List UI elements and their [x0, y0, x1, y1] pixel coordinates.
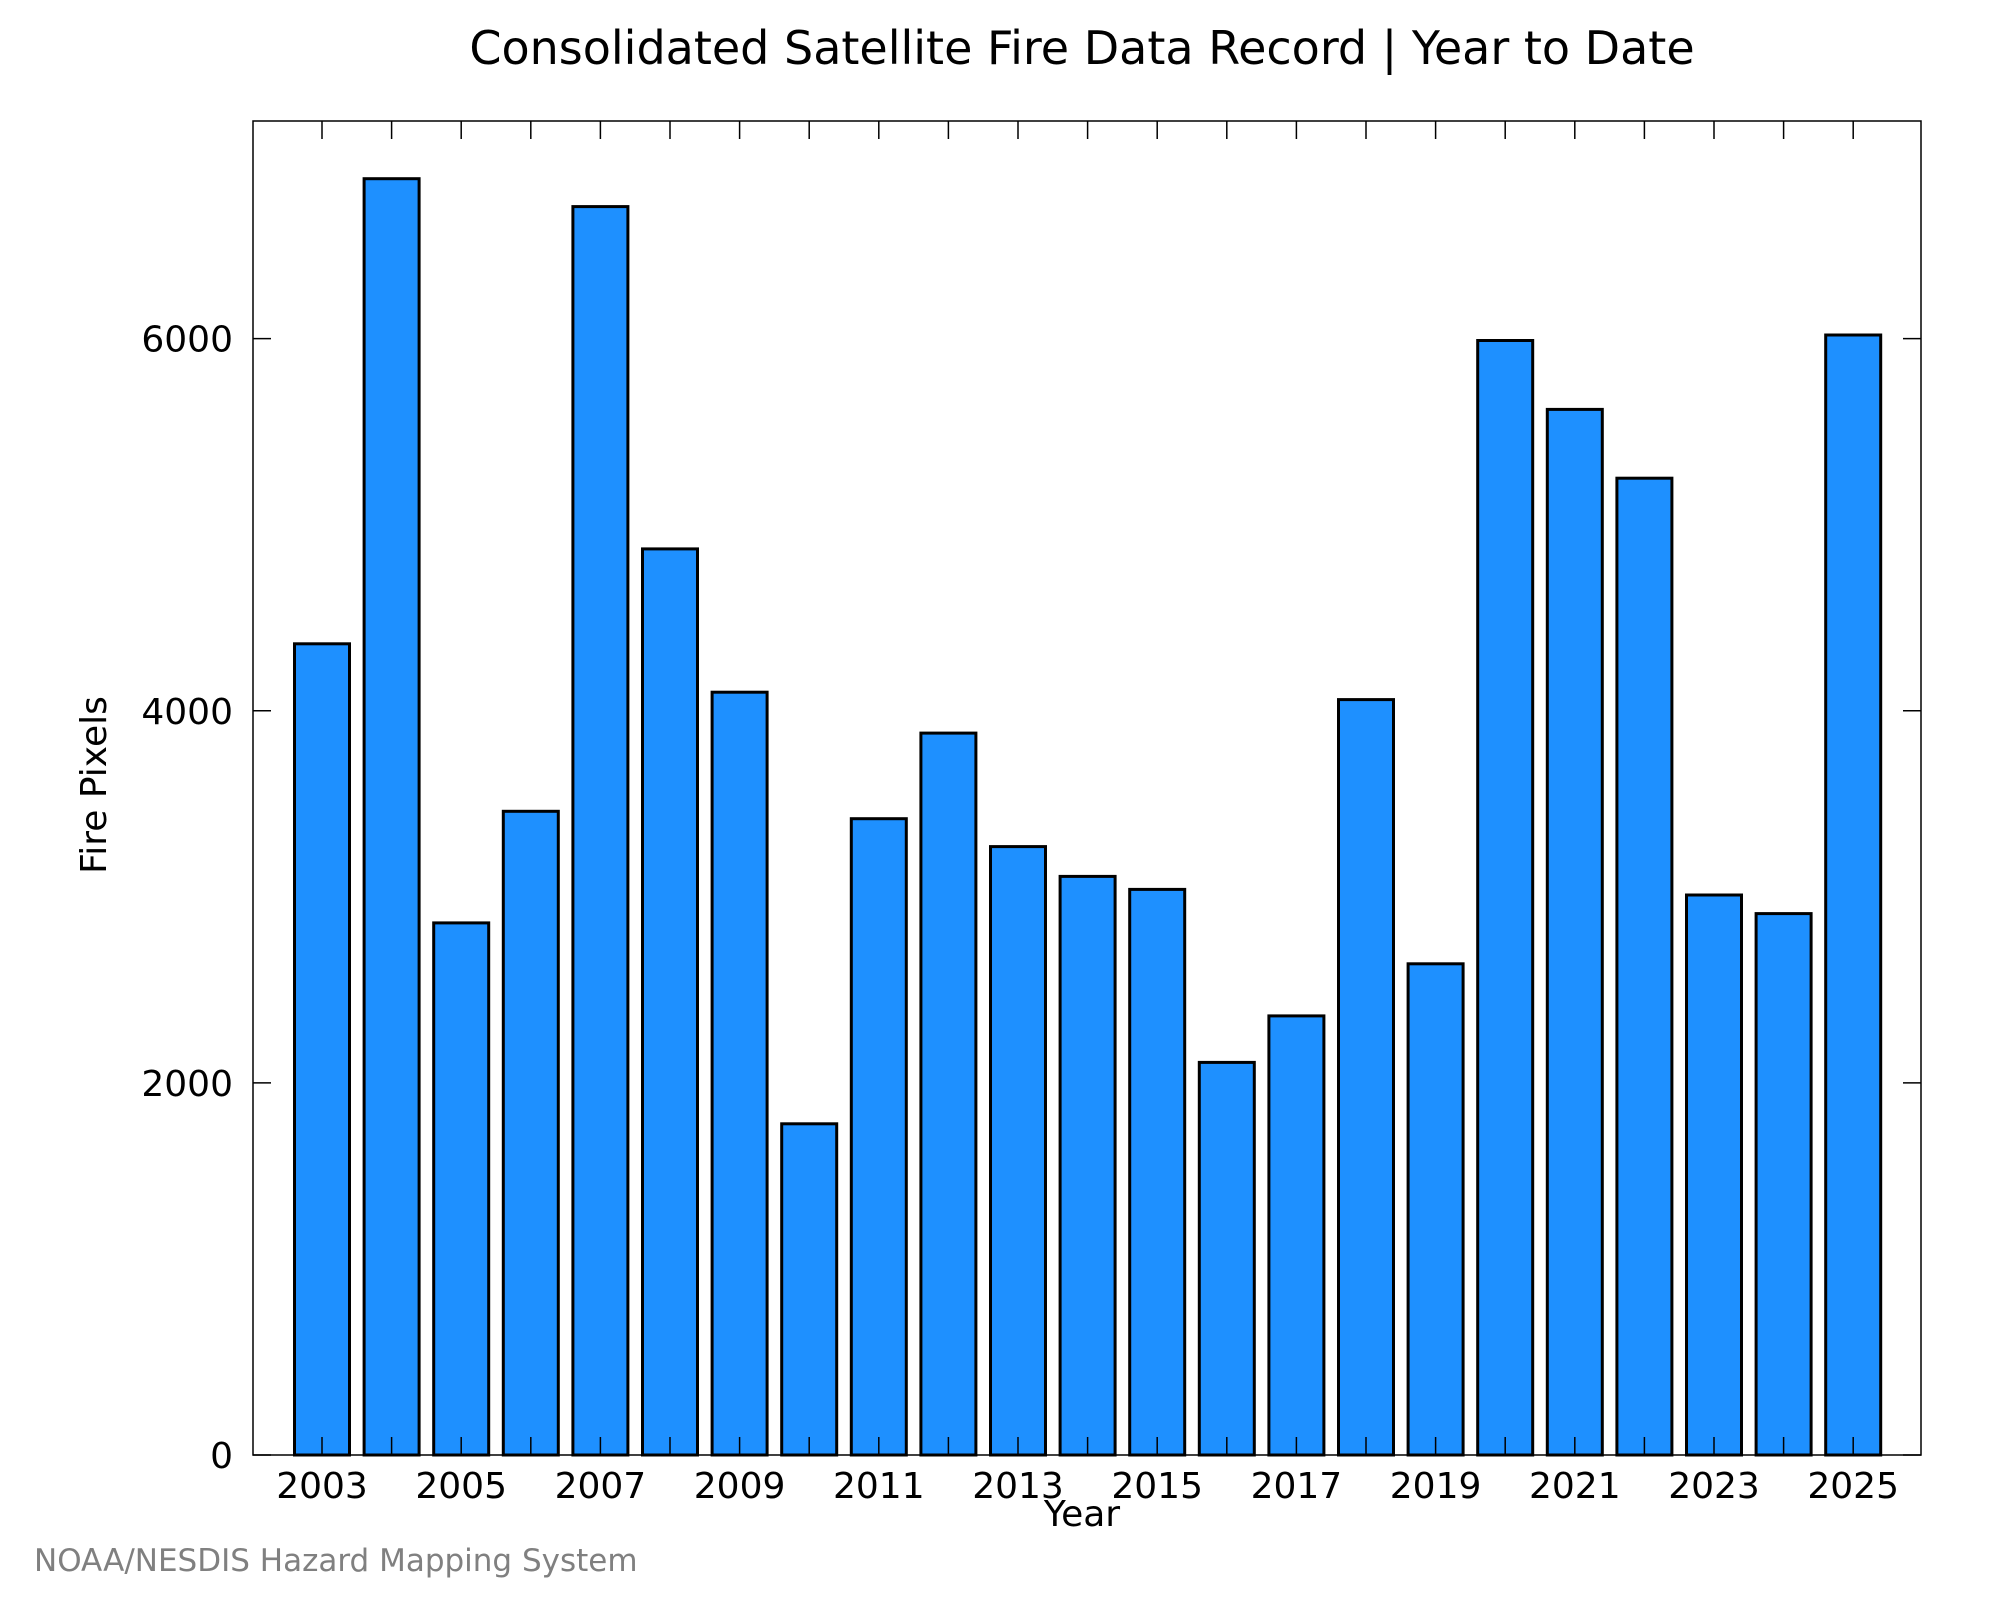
bar-2004 — [362, 177, 421, 1457]
bar-2006 — [501, 809, 560, 1457]
bar-2023 — [1685, 893, 1743, 1457]
x-tick-label-2017: 2017 — [1251, 1466, 1343, 1507]
bar-2021 — [1545, 407, 1604, 1457]
bar-2022 — [1615, 476, 1674, 1457]
x-tick-label-2025: 2025 — [1807, 1466, 1899, 1507]
bar-2017 — [1267, 1014, 1326, 1457]
credit-text: NOAA/NESDIS Hazard Mapping System — [34, 1543, 638, 1579]
chart-title: Consolidated Satellite Fire Data Record … — [469, 21, 1694, 76]
x-tick-label-2021: 2021 — [1529, 1466, 1621, 1507]
bar-2020 — [1476, 339, 1535, 1457]
bar-2024 — [1754, 912, 1813, 1457]
y-tick-label-6000: 6000 — [141, 320, 233, 361]
y-tick-label-4000: 4000 — [141, 692, 233, 733]
bar-2012 — [919, 731, 978, 1457]
x-axis: 2003 2005 2007 2009 2011 2013 2015 2017 2019 2021… — [276, 121, 1899, 1507]
bar-2003 — [293, 642, 351, 1457]
x-tick-label-2009: 2009 — [694, 1466, 786, 1507]
y-tick-label-0: 0 — [210, 1436, 233, 1477]
x-tick-label-2003: 2003 — [276, 1466, 368, 1507]
bar-2010 — [780, 1122, 839, 1457]
bar-2019 — [1406, 962, 1465, 1457]
x-tick-label-2019: 2019 — [1390, 1466, 1482, 1507]
bar-2016 — [1197, 1060, 1256, 1457]
x-tick-label-2011: 2011 — [833, 1466, 925, 1507]
bar-2007 — [571, 205, 630, 1457]
bar-2015 — [1128, 887, 1187, 1457]
x-tick-label-2005: 2005 — [415, 1466, 507, 1507]
bar-2008 — [641, 547, 699, 1457]
x-axis-label: Year — [1043, 1494, 1120, 1535]
x-tick-label-2015: 2015 — [1111, 1466, 1203, 1507]
y-tick-label-2000: 2000 — [141, 1064, 233, 1105]
bars — [293, 177, 1883, 1457]
x-tick-label-2023: 2023 — [1668, 1466, 1760, 1507]
bar-2013 — [989, 845, 1047, 1457]
x-tick-label-2013: 2013 — [972, 1466, 1064, 1507]
bar-2014 — [1058, 874, 1117, 1457]
bar-2018 — [1337, 698, 1395, 1457]
bar-2011 — [849, 817, 908, 1457]
y-axis-label: Fire Pixels — [74, 696, 115, 874]
bar-2025 — [1824, 333, 1883, 1457]
y-axis: 0 2000 4000 6000 — [141, 320, 1921, 1477]
bar-2009 — [710, 690, 769, 1457]
x-tick-label-2007: 2007 — [555, 1466, 647, 1507]
bar-2005 — [432, 921, 491, 1457]
